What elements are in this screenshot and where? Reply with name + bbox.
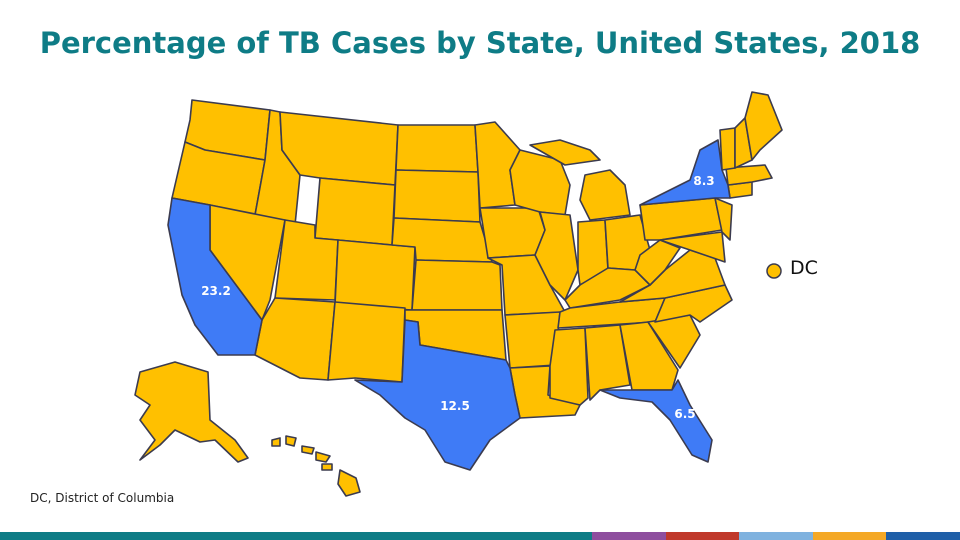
footer-segment [739, 532, 813, 540]
footer-color-bar [0, 532, 960, 540]
state-kansas [411, 259, 503, 311]
state-florida [599, 379, 713, 463]
state-virginia [619, 249, 726, 303]
default-states [171, 91, 783, 419]
footer-segment [0, 532, 592, 540]
texas-value-label: 12.5 [440, 399, 470, 413]
page-title: Percentage of TB Cases by State, United … [39, 26, 921, 60]
state-wyoming [314, 177, 396, 246]
state-california [167, 197, 263, 356]
state-alabama [584, 324, 631, 401]
state-texas [354, 319, 521, 471]
highlighted-states [167, 139, 731, 471]
state-maine [744, 91, 783, 161]
state-michigan-up [529, 139, 601, 166]
state-alaska [134, 361, 249, 463]
footnote: DC, District of Columbia [30, 491, 175, 505]
state-arizona [254, 297, 336, 381]
dc-marker [766, 263, 782, 279]
state-illinois [534, 211, 579, 301]
state-vermont [719, 127, 736, 171]
state-new-york [639, 139, 731, 206]
footer-segment [666, 532, 739, 540]
state-north-dakota [395, 124, 479, 173]
california-value-label: 23.2 [201, 284, 231, 298]
footer-segment [592, 532, 666, 540]
state-georgia [619, 321, 679, 391]
florida-value-label: 6.5 [674, 407, 695, 421]
state-new-jersey [714, 197, 733, 241]
state-michigan [579, 169, 631, 221]
state-maryland [659, 231, 726, 263]
footer-segment [886, 532, 960, 540]
new-york-value-label: 8.3 [693, 174, 714, 188]
state-colorado [334, 239, 416, 311]
state-mississippi [549, 327, 589, 406]
state-new-mexico [327, 301, 406, 383]
state-hawaii [271, 435, 361, 497]
state-south-dakota [393, 169, 481, 223]
dc-legend-label: DC [790, 257, 818, 279]
state-iowa [479, 207, 546, 259]
footer-segment [813, 532, 886, 540]
